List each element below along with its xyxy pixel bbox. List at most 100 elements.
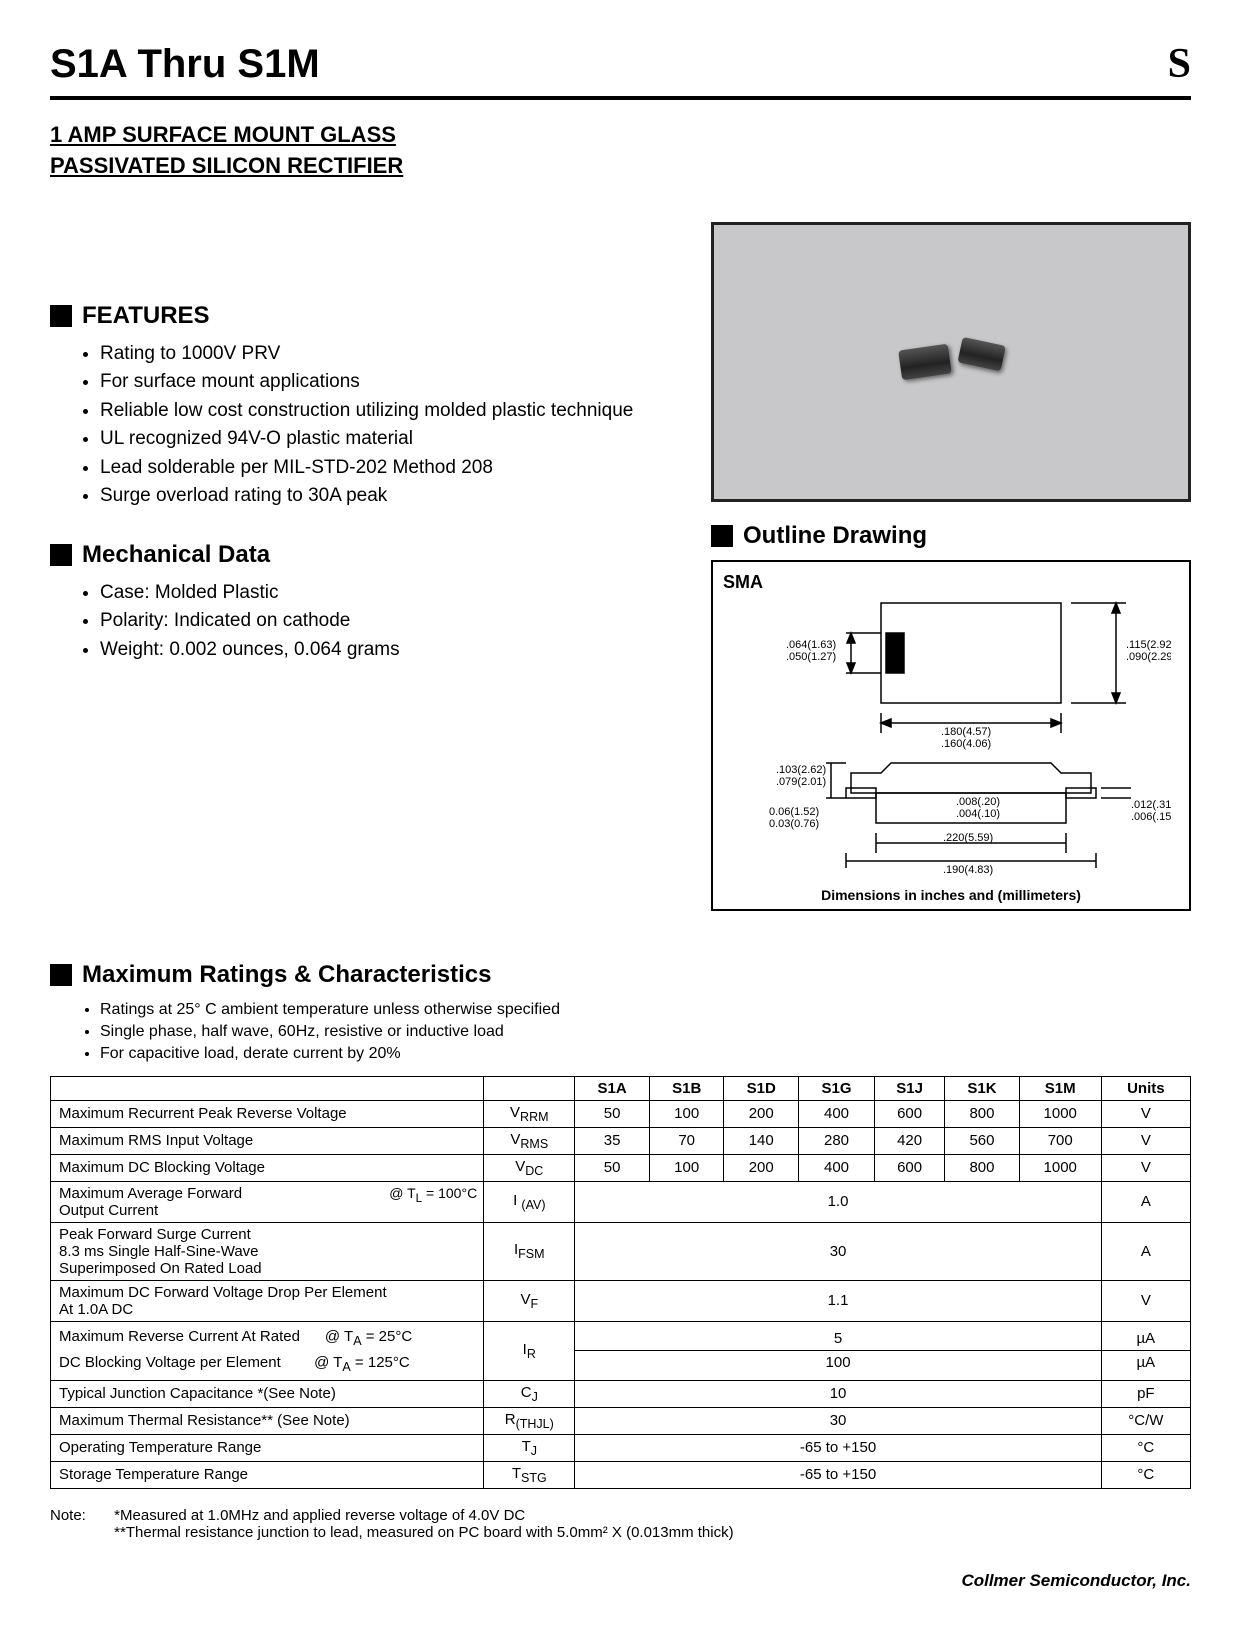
list-item: Rating to 1000V PRV	[100, 340, 681, 369]
svg-text:.079(2.01): .079(2.01)	[776, 776, 826, 788]
column-header: S1J	[875, 1076, 945, 1100]
svg-text:.190(4.83): .190(4.83)	[943, 864, 993, 876]
chip-icon	[957, 336, 1005, 371]
value-cell: 400	[799, 1154, 875, 1181]
column-header: S1M	[1019, 1076, 1101, 1100]
svg-text:.220(5.59): .220(5.59)	[943, 832, 993, 844]
svg-text:.008(.20): .008(.20)	[956, 796, 1000, 808]
list-item: Ratings at 25° C ambient temperature unl…	[100, 999, 1191, 1021]
list-item: Case: Molded Plastic	[100, 579, 681, 608]
value-cell: 30	[575, 1407, 1101, 1434]
value-cell: -65 to +150	[575, 1461, 1101, 1488]
unit-cell: V	[1101, 1127, 1190, 1154]
square-bullet-icon	[50, 305, 72, 327]
parameter-cell: Maximum Average Forward@ TL = 100°COutpu…	[51, 1181, 484, 1222]
section-title: Mechanical Data	[82, 541, 270, 569]
value-cell: 35	[575, 1127, 650, 1154]
column-header: S1B	[649, 1076, 724, 1100]
symbol-cell: IFSM	[484, 1222, 575, 1280]
features-heading: FEATURES	[50, 302, 681, 330]
column-header: S1A	[575, 1076, 650, 1100]
column-header: Units	[1101, 1076, 1190, 1100]
mechanical-list: Case: Molded PlasticPolarity: Indicated …	[50, 579, 681, 665]
svg-text:.064(1.63): .064(1.63)	[786, 639, 836, 651]
outline-drawing: SMA	[711, 560, 1191, 911]
note-label: Note:	[50, 1507, 110, 1524]
symbol-cell: VDC	[484, 1154, 575, 1181]
list-item: For surface mount applications	[100, 368, 681, 397]
value-cell: 10	[575, 1380, 1101, 1407]
value-cell: 400	[799, 1100, 875, 1127]
value-cell: 140	[724, 1127, 799, 1154]
list-item: Surge overload rating to 30A peak	[100, 482, 681, 511]
value-cell: 1.0	[575, 1181, 1101, 1222]
value-cell: 600	[875, 1154, 945, 1181]
value-cell: 50	[575, 1154, 650, 1181]
footnotes: Note: *Measured at 1.0MHz and applied re…	[50, 1507, 1191, 1541]
subtitle-line: PASSIVATED SILICON RECTIFIER	[50, 153, 403, 178]
unit-cell: µAµA	[1101, 1321, 1190, 1380]
ratings-table: S1AS1BS1DS1GS1JS1KS1MUnitsMaximum Recurr…	[50, 1076, 1191, 1489]
symbol-cell: VRMS	[484, 1127, 575, 1154]
value-cell: 600	[875, 1100, 945, 1127]
chip-icon	[898, 343, 952, 380]
parameter-cell: Maximum DC Blocking Voltage	[51, 1154, 484, 1181]
parameter-cell: Storage Temperature Range	[51, 1461, 484, 1488]
mechanical-heading: Mechanical Data	[50, 541, 681, 569]
value-cell: 50	[575, 1100, 650, 1127]
parameter-cell: Maximum DC Forward Voltage Drop Per Elem…	[51, 1280, 484, 1321]
list-item: Weight: 0.002 ounces, 0.064 grams	[100, 636, 681, 665]
svg-text:.180(4.57): .180(4.57)	[941, 726, 991, 738]
value-cell: 800	[945, 1100, 1020, 1127]
value-cell: 70	[649, 1127, 724, 1154]
value-cell: 100	[649, 1154, 724, 1181]
package-label: SMA	[723, 572, 1179, 593]
parameter-cell: Maximum RMS Input Voltage	[51, 1127, 484, 1154]
unit-cell: °C/W	[1101, 1407, 1190, 1434]
value-cell: 100	[649, 1100, 724, 1127]
page-subtitle: 1 AMP SURFACE MOUNT GLASS PASSIVATED SIL…	[50, 120, 1191, 182]
column-header: S1K	[945, 1076, 1020, 1100]
svg-text:0.03(0.76): 0.03(0.76)	[769, 818, 819, 830]
value-cell: 560	[945, 1127, 1020, 1154]
list-item: Reliable low cost construction utilizing…	[100, 397, 681, 426]
value-cell: 5100	[575, 1321, 1101, 1380]
symbol-cell: IR	[484, 1321, 575, 1380]
symbol-cell: VF	[484, 1280, 575, 1321]
section-title: Outline Drawing	[743, 522, 927, 550]
parameter-cell: Maximum Thermal Resistance** (See Note)	[51, 1407, 484, 1434]
svg-text:0.06(1.52): 0.06(1.52)	[769, 806, 819, 818]
product-photo	[711, 222, 1191, 502]
value-cell: 200	[724, 1100, 799, 1127]
svg-text:.160(4.06): .160(4.06)	[941, 738, 991, 750]
square-bullet-icon	[50, 544, 72, 566]
symbol-cell: TJ	[484, 1434, 575, 1461]
list-item: For capacitive load, derate current by 2…	[100, 1043, 1191, 1065]
svg-text:.004(.10): .004(.10)	[956, 808, 1000, 820]
page-header: S1A Thru S1M S	[50, 40, 1191, 100]
package-diagram: .064(1.63) .050(1.27) .115(2.92) .090(2.…	[731, 593, 1171, 883]
footnote-text: **Thermal resistance junction to lead, m…	[114, 1524, 733, 1541]
company-footer: Collmer Semiconductor, Inc.	[50, 1571, 1191, 1591]
value-cell: 280	[799, 1127, 875, 1154]
value-cell: -65 to +150	[575, 1434, 1101, 1461]
list-item: Polarity: Indicated on cathode	[100, 607, 681, 636]
unit-cell: V	[1101, 1154, 1190, 1181]
unit-cell: V	[1101, 1100, 1190, 1127]
symbol-cell: VRRM	[484, 1100, 575, 1127]
svg-text:.090(2.29): .090(2.29)	[1126, 651, 1171, 663]
list-item: Single phase, half wave, 60Hz, resistive…	[100, 1021, 1191, 1043]
value-cell: 420	[875, 1127, 945, 1154]
section-title: FEATURES	[82, 302, 210, 330]
list-item: Lead solderable per MIL-STD-202 Method 2…	[100, 454, 681, 483]
parameter-cell: Operating Temperature Range	[51, 1434, 484, 1461]
value-cell: 1000	[1019, 1100, 1101, 1127]
parameter-cell: Maximum Reverse Current At Rated @ TA = …	[51, 1321, 484, 1380]
value-cell: 1.1	[575, 1280, 1101, 1321]
svg-text:.006(.15): .006(.15)	[1131, 811, 1171, 823]
unit-cell: A	[1101, 1181, 1190, 1222]
svg-text:.103(2.62): .103(2.62)	[776, 764, 826, 776]
value-cell: 30	[575, 1222, 1101, 1280]
parameter-cell: Peak Forward Surge Current8.3 ms Single …	[51, 1222, 484, 1280]
section-title: Maximum Ratings & Characteristics	[82, 961, 491, 989]
